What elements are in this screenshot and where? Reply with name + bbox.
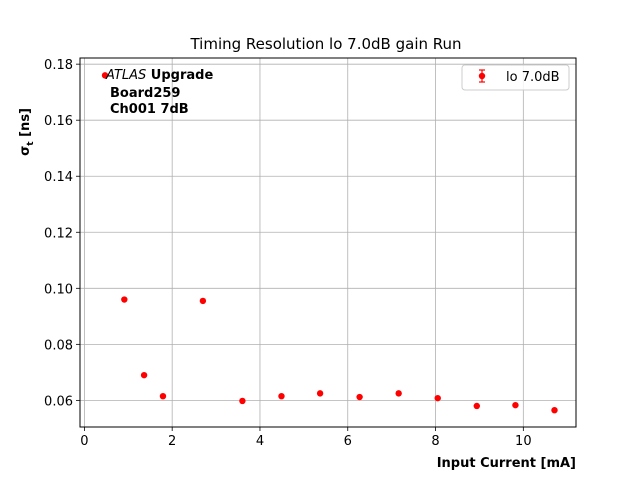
- y-tick-label: 0.18: [44, 58, 73, 73]
- data-point: [140, 371, 148, 379]
- data-point: [199, 297, 207, 305]
- data-point: [473, 402, 480, 410]
- y-axis-label-unit: [ns]: [18, 108, 33, 141]
- plot-frame: [79, 57, 577, 428]
- axis-ticks: 0 2 4 6 8 10 0.06 0.08 0.10 0.12 0.14 0.16 0.18: [44, 58, 532, 449]
- x-tick-label: 6: [344, 434, 352, 449]
- data-point: [239, 397, 246, 405]
- annotation-line-3: Ch001 7dB: [110, 102, 189, 117]
- x-tick-label: 0: [80, 434, 88, 449]
- y-axis-label: σt [ns]: [18, 108, 36, 156]
- y-tick-label: 0.10: [44, 282, 73, 297]
- data-point: [356, 393, 363, 401]
- data-point: [434, 394, 441, 402]
- y-tick-label: 0.14: [44, 170, 73, 185]
- data-point: [395, 390, 402, 397]
- y-axis-label-main: σ: [18, 146, 33, 156]
- data-point: [101, 72, 109, 79]
- x-tick-label: 8: [431, 434, 439, 449]
- data-points: [101, 72, 558, 414]
- x-axis-label: Input Current [mA]: [437, 456, 576, 471]
- annotation-line-1: ATLAS Upgrade: [105, 68, 213, 83]
- x-tick-label: 4: [256, 434, 264, 449]
- y-tick-label: 0.06: [44, 394, 73, 409]
- data-point: [278, 392, 285, 400]
- legend-box: [461, 64, 570, 91]
- y-axis-label-subscript: t: [26, 141, 36, 146]
- data-point: [512, 401, 519, 409]
- x-tick-label: 10: [515, 434, 532, 449]
- legend-label: lo 7.0dB: [506, 70, 560, 85]
- y-tick-label: 0.08: [44, 338, 73, 353]
- data-point: [121, 296, 128, 303]
- data-point: [159, 392, 167, 400]
- annotation-line-2: Board259: [110, 86, 180, 101]
- chart-title: Timing Resolution lo 7.0dB gain Run: [189, 35, 461, 53]
- annotation-block: ATLAS Upgrade Board259 Ch001 7dB: [105, 68, 213, 117]
- legend: lo 7.0dB: [461, 64, 570, 91]
- annotation-upgrade: Upgrade: [146, 68, 213, 83]
- y-tick-label: 0.16: [44, 114, 73, 129]
- legend-marker-icon: [478, 72, 486, 80]
- x-tick-label: 2: [168, 434, 176, 449]
- data-point: [316, 390, 324, 397]
- data-point: [551, 406, 558, 414]
- annotation-atlas: ATLAS: [105, 68, 146, 83]
- grid: [80, 58, 576, 427]
- y-tick-label: 0.12: [44, 226, 73, 241]
